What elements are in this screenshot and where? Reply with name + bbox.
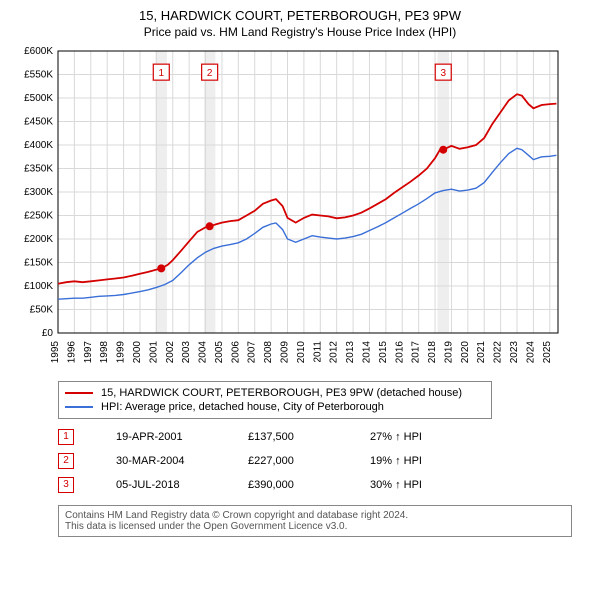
svg-text:2019: 2019 — [443, 341, 454, 364]
page-subtitle: Price paid vs. HM Land Registry's House … — [10, 25, 590, 39]
svg-text:1997: 1997 — [83, 341, 94, 364]
svg-text:2020: 2020 — [460, 341, 471, 364]
svg-text:2025: 2025 — [542, 341, 553, 364]
svg-text:2008: 2008 — [263, 341, 274, 364]
svg-text:£100K: £100K — [24, 281, 53, 292]
sale-date: 05-JUL-2018 — [116, 479, 206, 491]
svg-text:£450K: £450K — [24, 117, 53, 128]
sale-price: £137,500 — [248, 431, 328, 443]
svg-text:2002: 2002 — [165, 341, 176, 364]
svg-text:2022: 2022 — [493, 341, 504, 364]
svg-text:2014: 2014 — [361, 341, 372, 364]
footer-line: Contains HM Land Registry data © Crown c… — [65, 510, 565, 521]
svg-text:2011: 2011 — [312, 341, 323, 363]
svg-text:2001: 2001 — [148, 341, 159, 364]
sale-row: 1 19-APR-2001 £137,500 27% ↑ HPI — [58, 425, 590, 449]
svg-text:1998: 1998 — [99, 341, 110, 364]
svg-text:2016: 2016 — [394, 341, 405, 364]
sale-price: £227,000 — [248, 455, 328, 467]
svg-text:1996: 1996 — [66, 341, 77, 364]
sale-date: 19-APR-2001 — [116, 431, 206, 443]
page-container: 15, HARDWICK COURT, PETERBOROUGH, PE3 9P… — [0, 0, 600, 545]
legend-label: 15, HARDWICK COURT, PETERBOROUGH, PE3 9P… — [101, 387, 462, 399]
svg-text:£600K: £600K — [24, 46, 53, 57]
svg-text:£150K: £150K — [24, 258, 53, 269]
footer-line: This data is licensed under the Open Gov… — [65, 521, 565, 532]
sale-marker-icon: 2 — [58, 453, 74, 469]
sale-marker-icon: 1 — [58, 429, 74, 445]
svg-text:2: 2 — [207, 68, 213, 79]
sale-row: 3 05-JUL-2018 £390,000 30% ↑ HPI — [58, 473, 590, 497]
legend-item: 15, HARDWICK COURT, PETERBOROUGH, PE3 9P… — [65, 386, 485, 400]
svg-text:2012: 2012 — [329, 341, 340, 364]
svg-text:£350K: £350K — [24, 164, 53, 175]
svg-text:£0: £0 — [42, 328, 54, 339]
svg-text:2013: 2013 — [345, 341, 356, 364]
legend-label: HPI: Average price, detached house, City… — [101, 401, 384, 413]
svg-text:3: 3 — [440, 68, 446, 79]
page-title: 15, HARDWICK COURT, PETERBOROUGH, PE3 9P… — [10, 8, 590, 23]
svg-text:2023: 2023 — [509, 341, 520, 364]
svg-text:1: 1 — [158, 68, 164, 79]
svg-text:2003: 2003 — [181, 341, 192, 364]
sale-price: £390,000 — [248, 479, 328, 491]
svg-text:2006: 2006 — [230, 341, 241, 364]
svg-text:2009: 2009 — [280, 341, 291, 364]
svg-text:£50K: £50K — [30, 305, 54, 316]
chart-area: £0 £50K £100K £150K £200K £250K £300K £350K £400… — [10, 45, 590, 375]
svg-text:2015: 2015 — [378, 341, 389, 364]
sale-marker-icon: 3 — [58, 477, 74, 493]
svg-text:2000: 2000 — [132, 341, 143, 364]
svg-text:2017: 2017 — [411, 341, 422, 364]
svg-text:£400K: £400K — [24, 140, 53, 151]
attribution-footer: Contains HM Land Registry data © Crown c… — [58, 505, 572, 537]
svg-text:1995: 1995 — [50, 341, 61, 364]
sale-diff: 30% ↑ HPI — [370, 479, 470, 491]
svg-text:2024: 2024 — [525, 341, 536, 364]
sale-diff: 19% ↑ HPI — [370, 455, 470, 467]
svg-text:2021: 2021 — [476, 341, 487, 364]
legend: 15, HARDWICK COURT, PETERBOROUGH, PE3 9P… — [58, 381, 492, 419]
sale-diff: 27% ↑ HPI — [370, 431, 470, 443]
svg-text:£300K: £300K — [24, 187, 53, 198]
svg-text:1999: 1999 — [116, 341, 127, 364]
svg-text:2007: 2007 — [247, 341, 258, 364]
sales-table: 1 19-APR-2001 £137,500 27% ↑ HPI 2 30-MAR-200… — [58, 425, 590, 497]
svg-text:2004: 2004 — [198, 341, 209, 364]
svg-text:£500K: £500K — [24, 93, 53, 104]
sale-row: 2 30-MAR-2004 £227,000 19% ↑ HPI — [58, 449, 590, 473]
svg-text:£200K: £200K — [24, 234, 53, 245]
legend-swatch — [65, 392, 93, 394]
legend-item: HPI: Average price, detached house, City… — [65, 400, 485, 414]
svg-text:£250K: £250K — [24, 211, 53, 222]
sale-date: 30-MAR-2004 — [116, 455, 206, 467]
svg-text:2005: 2005 — [214, 341, 225, 364]
svg-text:2018: 2018 — [427, 341, 438, 364]
legend-swatch — [65, 406, 93, 408]
line-chart: £0 £50K £100K £150K £200K £250K £300K £350K £400… — [10, 45, 570, 375]
svg-text:£550K: £550K — [24, 70, 53, 81]
svg-text:2010: 2010 — [296, 341, 307, 364]
